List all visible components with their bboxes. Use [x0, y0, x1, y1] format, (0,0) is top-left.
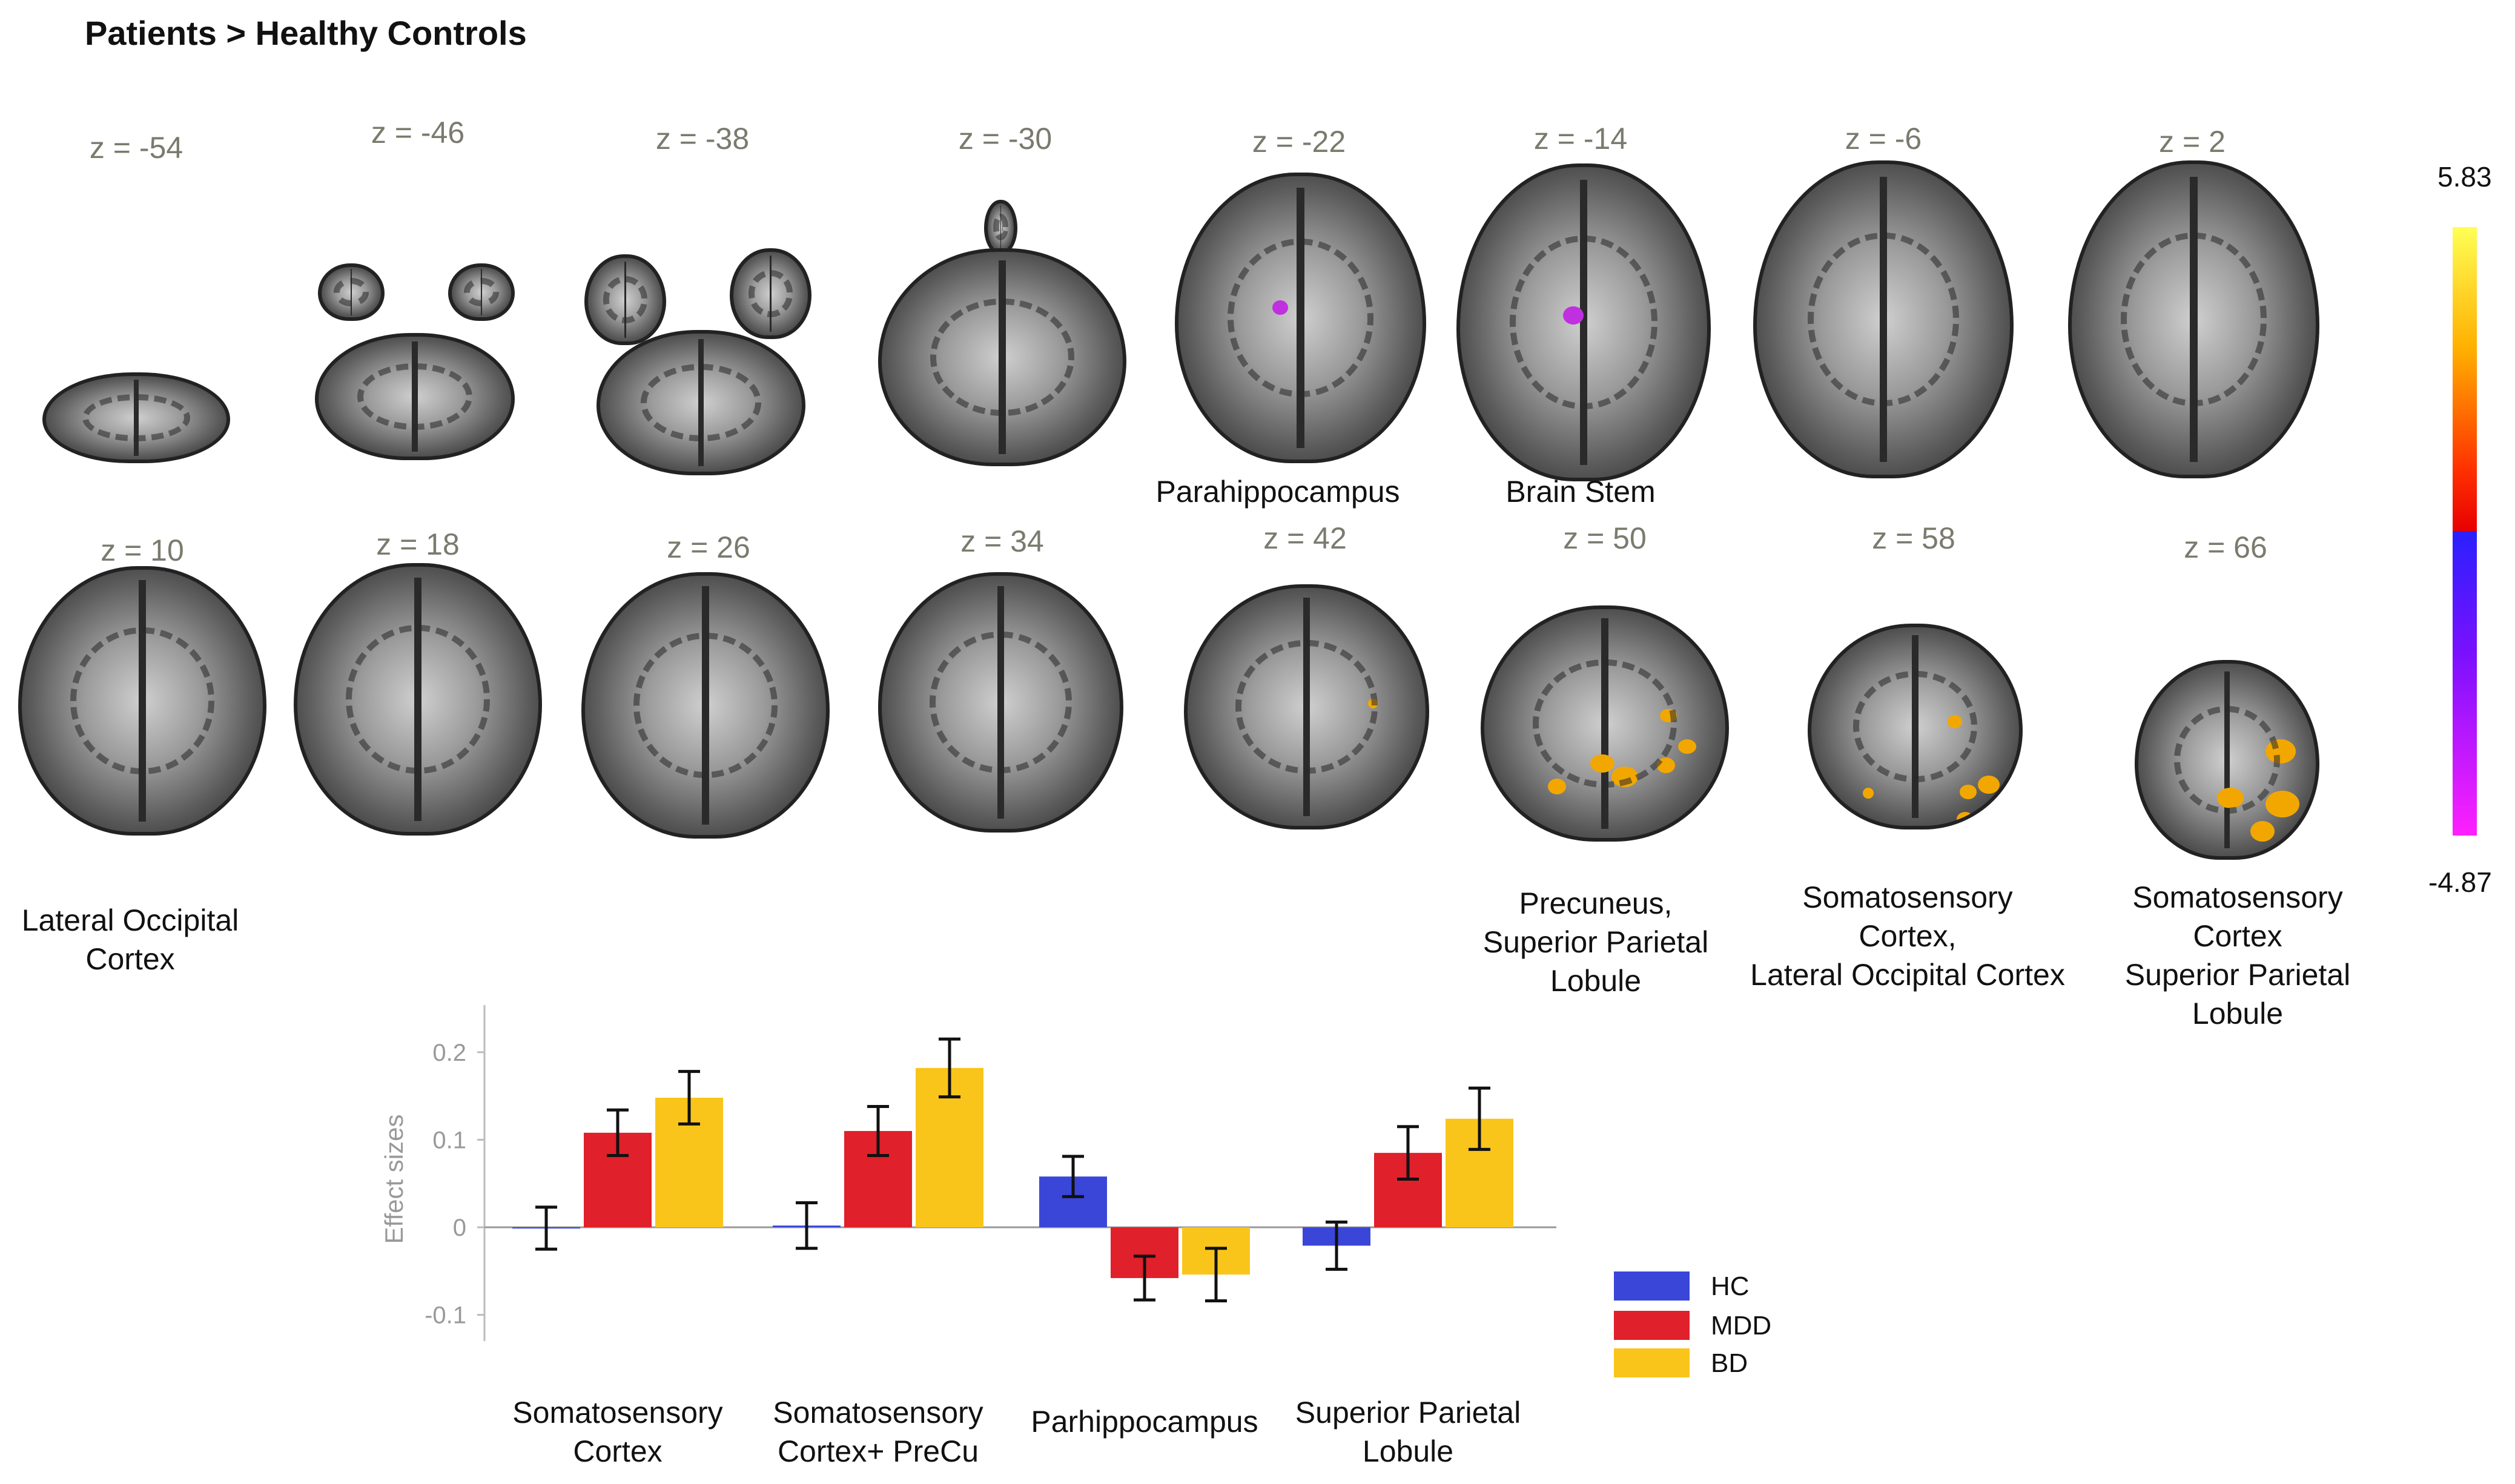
y-axis-label: Effect sizes	[380, 1115, 408, 1244]
activation-blob	[2217, 788, 2244, 808]
activation-blob	[2250, 821, 2275, 842]
brain-slice-z58	[1808, 624, 2023, 829]
y-tick-label: 0.1	[432, 1127, 466, 1153]
category-label: Somatosensory	[773, 1396, 983, 1430]
slice-z-label: z = -46	[371, 116, 465, 150]
brain-slice-z-46	[315, 333, 515, 460]
region-label-line: Lateral Occipital Cortex	[1750, 958, 2065, 992]
activation-blob	[1978, 776, 2000, 794]
slice-z-label: z = -54	[89, 131, 183, 165]
brain-slice-z50	[1481, 605, 1729, 842]
slice-z-label: z = -30	[958, 122, 1053, 156]
region-label-brain-stem: Brain Stem	[1505, 475, 1656, 509]
category-label: Cortex	[573, 1434, 662, 1468]
activation-blob	[2265, 791, 2299, 817]
brain-slice-z-38-left	[584, 254, 666, 345]
region-label-precuneus: Precuneus, Superior Parietal Lobule	[1483, 884, 1708, 1000]
region-label-somatosensory-spl: Somatosensory Cortex Superior Parietal Lobu…	[2125, 878, 2350, 1033]
colorbar	[2453, 227, 2477, 836]
deactivation-blob	[1272, 300, 1288, 315]
effect-size-bar-chart: 0.2 0.1 0 -0.1 Effect sizes Somatosensory Cort…	[380, 1005, 1771, 1468]
brain-slice-z10	[18, 566, 266, 836]
legend-swatch-hc	[1614, 1271, 1690, 1301]
activation-blob	[1368, 699, 1378, 708]
region-label-line: Somatosensory	[2132, 880, 2343, 914]
region-label-somatosensory-loc: Somatosensory Cortex, Lateral Occipital Co…	[1750, 878, 2065, 994]
category-label: Superior Parietal	[1295, 1396, 1521, 1430]
region-label-line: Somatosensory	[1802, 880, 2013, 914]
region-label-line: Superior Parietal	[2124, 958, 2351, 992]
region-label-lateral-occipital: Lateral Occipital Cortex	[22, 901, 239, 978]
region-label-line: Cortex	[2193, 919, 2282, 953]
y-tick-label: 0	[453, 1215, 466, 1241]
activation-blob	[1948, 715, 1962, 728]
slice-z-label: z = -6	[1845, 122, 1922, 156]
activation-blob	[1657, 757, 1675, 773]
colorbar-max-label: 5.83	[2437, 161, 2492, 193]
slice-z-label: z = 42	[1263, 521, 1347, 555]
category-label: Lobule	[1363, 1434, 1453, 1468]
brain-slice-z-46-left	[318, 263, 385, 321]
colorbar-min-label: -4.87	[2428, 866, 2492, 898]
activation-blob	[1863, 788, 1874, 799]
category-label: Somatosensory	[512, 1396, 722, 1430]
slice-z-label: z = 10	[101, 533, 184, 567]
slice-z-label: z = 66	[2184, 530, 2267, 564]
brain-slice-z34	[878, 572, 1123, 833]
activation-blob	[1678, 739, 1696, 754]
category-label: Parhippocampus	[1031, 1405, 1258, 1439]
brain-slice-z-46-right	[448, 263, 515, 321]
region-label-line: Precuneus,	[1519, 886, 1673, 920]
activation-blob	[1590, 754, 1614, 773]
activation-blob	[1611, 767, 1638, 787]
brain-slice-z-30-top	[984, 200, 1017, 254]
brain-slice-z42	[1184, 584, 1429, 829]
slice-z-label: z = 18	[376, 527, 460, 561]
region-label-parahippocampus: Parahippocampus	[1155, 475, 1400, 509]
slice-z-label: z = -14	[1533, 122, 1628, 156]
brain-slice-z66	[2135, 660, 2319, 860]
region-label-line: Cortex	[85, 942, 175, 976]
activation-blob	[55, 809, 73, 825]
figure-title: Patients > Healthy Controls	[85, 14, 527, 52]
brain-slice-z-38	[597, 330, 805, 475]
slice-z-label: z = -38	[655, 122, 750, 156]
brain-slice-z2	[2068, 160, 2319, 478]
y-tick-label: -0.1	[425, 1302, 466, 1329]
brain-slice-z-54	[42, 372, 230, 463]
legend-label: HC	[1711, 1271, 1750, 1301]
region-label-line: Lobule	[2192, 997, 2284, 1031]
y-tick-label: 0.2	[432, 1040, 466, 1066]
legend-swatch-mdd	[1614, 1311, 1690, 1340]
deactivation-blob	[1563, 306, 1584, 325]
activation-blob	[1957, 812, 1974, 826]
legend-label: MDD	[1711, 1311, 1771, 1341]
brain-slice-z18	[294, 563, 542, 836]
slice-z-label: z = 34	[960, 524, 1044, 558]
brain-slice-z-6	[1753, 160, 2014, 478]
slice-z-label: z = 58	[1872, 521, 1955, 555]
brain-slice-z-30	[878, 248, 1126, 466]
region-label-line: Lobule	[1550, 964, 1642, 998]
activation-blob	[1548, 779, 1566, 794]
slice-z-label: z = -22	[1252, 125, 1346, 159]
brain-slice-z-38-right	[730, 248, 811, 339]
activation-blob	[1660, 709, 1677, 722]
slice-z-label: z = 2	[2159, 125, 2226, 159]
legend-label: BD	[1711, 1348, 1748, 1378]
region-label-line: Cortex,	[1859, 919, 1957, 953]
legend-swatch-bd	[1614, 1348, 1690, 1377]
slice-z-label: z = 26	[667, 530, 750, 564]
region-label-line: Lateral Occipital	[21, 903, 239, 937]
activation-blob	[1960, 785, 1977, 799]
brain-slice-z26	[581, 572, 830, 839]
activation-blob	[2265, 739, 2296, 763]
category-label: Cortex+ PreCu	[778, 1434, 979, 1468]
region-label-line: Superior Parietal	[1482, 925, 1709, 959]
slice-z-label: z = 50	[1563, 521, 1647, 555]
brain-slice-z-14	[1456, 163, 1711, 481]
brain-slice-z-22	[1175, 173, 1426, 463]
